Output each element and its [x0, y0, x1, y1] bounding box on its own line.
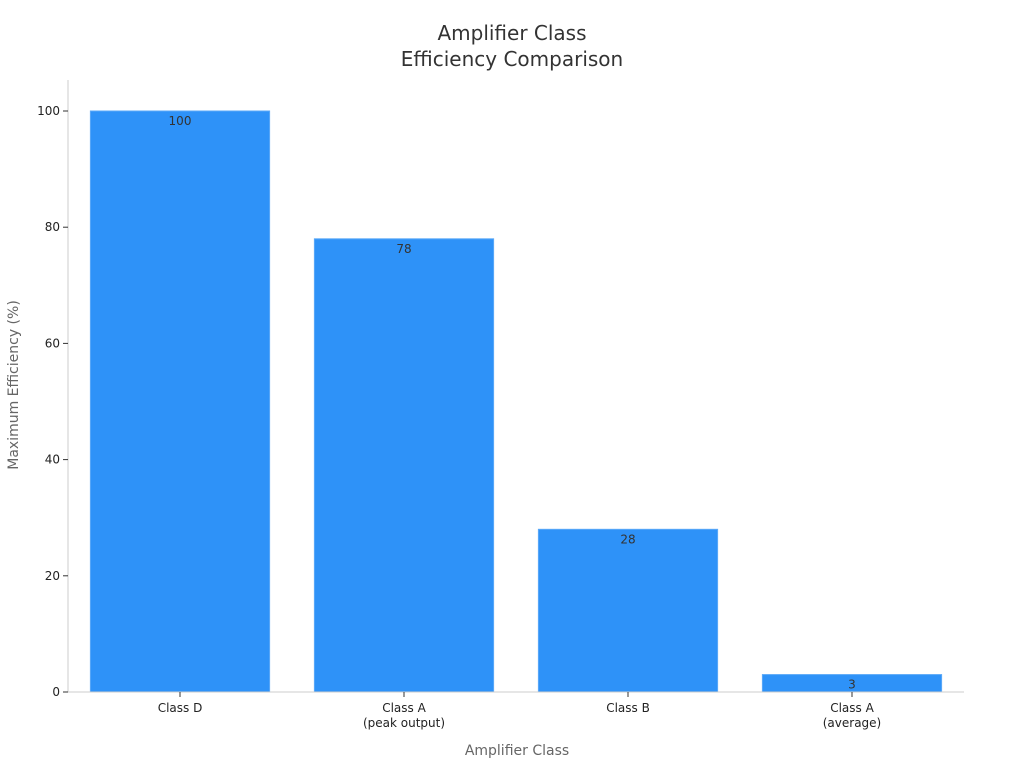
y-axis-label: Maximum Efficiency (%)	[6, 300, 22, 470]
bar	[313, 238, 495, 693]
y-tick-label: 20	[45, 569, 60, 583]
bar-data-label: 78	[396, 242, 411, 256]
y-tick-label: 0	[52, 685, 60, 699]
x-tick-label: Class A (average)	[823, 701, 882, 730]
y-tick-label: 60	[45, 336, 60, 350]
bar-data-label: 3	[848, 678, 856, 692]
chart-title-line-2: Efficiency Comparison	[401, 47, 623, 71]
bar	[89, 110, 271, 693]
chart-title-line-1: Amplifier Class	[437, 21, 586, 45]
y-tick-label: 40	[45, 453, 60, 467]
y-tick-label: 100	[37, 104, 60, 118]
x-tick-label: Class D	[158, 701, 203, 715]
bars: 100 78 28 3	[89, 110, 943, 693]
bar-data-label: 28	[620, 532, 635, 546]
bar	[537, 528, 719, 693]
x-axis: Class D Class A (peak output) Class B Class …	[68, 691, 964, 730]
y-tick-label: 80	[45, 220, 60, 234]
y-axis: 0 20 40 60 80 100	[37, 80, 69, 699]
x-axis-label: Amplifier Class	[465, 743, 569, 759]
x-tick-label: Class A (peak output)	[363, 701, 445, 730]
x-tick-label: Class B	[606, 701, 650, 715]
bar-data-label: 100	[169, 114, 192, 128]
